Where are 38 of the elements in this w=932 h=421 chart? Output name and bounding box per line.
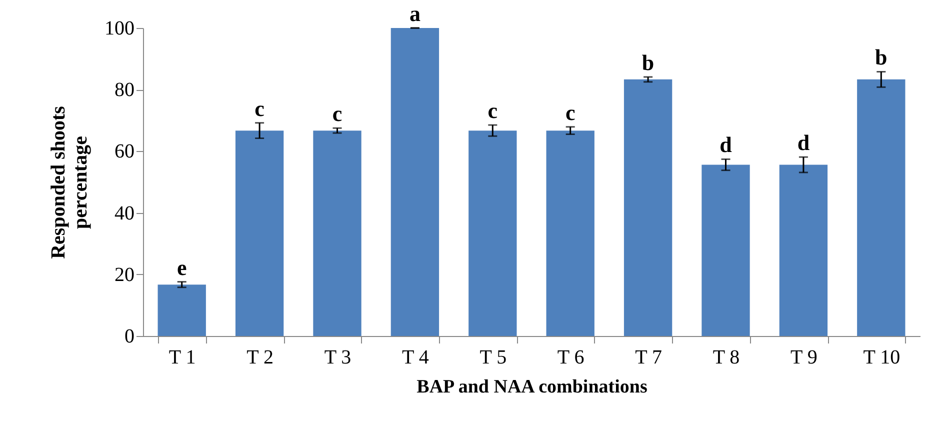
annotation: d xyxy=(720,132,732,158)
x-tick-label: T 2 xyxy=(246,346,274,368)
x-tick-label: T 5 xyxy=(480,346,507,368)
bar xyxy=(779,164,828,336)
bar xyxy=(546,130,594,336)
annotation: e xyxy=(176,254,187,280)
bar xyxy=(313,130,362,336)
annotation: b xyxy=(875,44,888,70)
bar xyxy=(468,130,517,336)
bar xyxy=(390,28,440,336)
annotation: c xyxy=(488,98,498,124)
annotation: a xyxy=(409,1,420,26)
x-tick-label: T 1 xyxy=(168,346,196,368)
bar xyxy=(702,164,750,336)
x-tick-label: T 7 xyxy=(635,346,662,368)
y-tick-label: 20 xyxy=(114,264,134,286)
y-tick-label: 100 xyxy=(104,18,134,40)
annotation: c xyxy=(565,100,576,125)
bar xyxy=(857,79,906,336)
x-axis-title: BAP and NAA combinations xyxy=(416,376,648,398)
x-tick-label: T 4 xyxy=(402,346,429,368)
bar xyxy=(158,284,206,336)
y-axis-title: Responded shoots percentage xyxy=(48,106,92,259)
x-tick-label: T 8 xyxy=(712,346,740,368)
annotation: c xyxy=(254,96,265,121)
x-tick-label: T 10 xyxy=(863,346,900,368)
x-tick-label: T 3 xyxy=(324,346,352,368)
y-tick-label: 40 xyxy=(114,202,134,224)
bar xyxy=(624,79,672,336)
annotation: c xyxy=(332,101,342,126)
y-tick-label: 60 xyxy=(114,140,134,163)
annotation: b xyxy=(642,50,654,75)
y-tick-label: 80 xyxy=(114,79,134,102)
y-tick-label: 0 xyxy=(124,326,134,348)
bar xyxy=(235,130,284,336)
x-tick-label: T 6 xyxy=(557,346,584,368)
annotation: d xyxy=(797,130,810,156)
x-tick-label: T 9 xyxy=(790,346,818,368)
